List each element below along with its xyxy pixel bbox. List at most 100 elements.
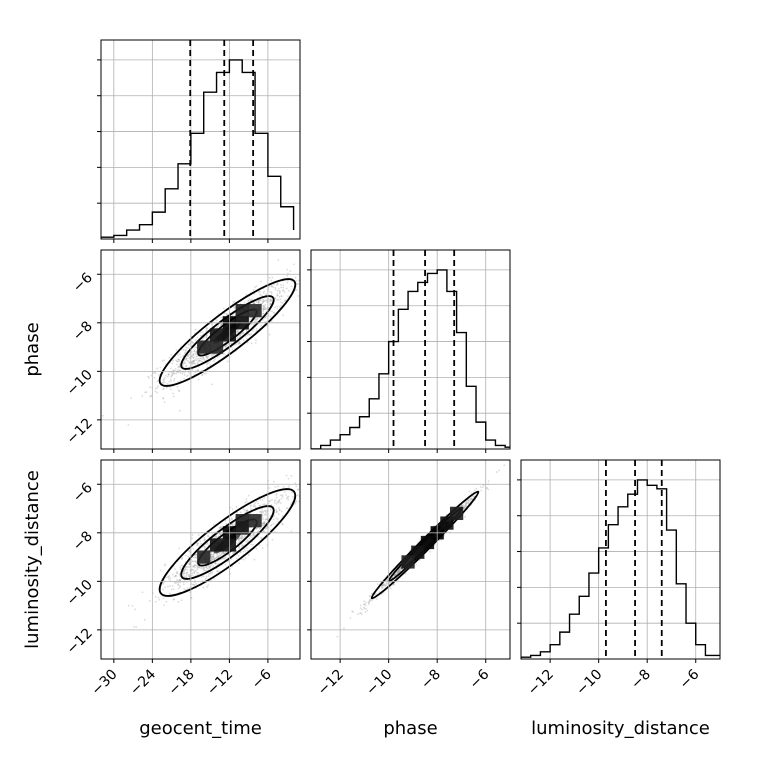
sample-point [212,565,215,568]
sample-point [210,572,213,575]
sample-point [179,372,182,374]
panel-frame [100,459,301,660]
sample-point [177,371,180,374]
sample-point [261,516,264,519]
sample-point [283,291,286,293]
sample-point [367,601,370,604]
sample-point [269,309,272,312]
sample-point [274,306,276,309]
sample-point [181,564,184,567]
y-tick-label: −8 [70,528,96,554]
sample-point [290,530,293,533]
sample-point [471,498,474,501]
sample-point [188,575,190,578]
sample-point [220,527,222,529]
sample-point [179,353,181,356]
y-tick-label: −6 [70,480,96,506]
sample-point [175,359,178,362]
sample-point [171,373,174,375]
sample-point [183,568,186,571]
sample-point [359,607,362,610]
sample-point [218,526,221,529]
sample-point [250,543,252,546]
sample-point [261,509,263,512]
sample-point [206,366,209,369]
sample-point [193,350,196,352]
sample-point [396,572,399,575]
sample-point [156,391,158,394]
sample-point [256,317,259,320]
scatter-geocent_time-phase [102,259,300,426]
sample-point [262,300,265,303]
sample-point [192,362,195,365]
sample-point [233,301,236,303]
sample-point [206,542,209,545]
sample-point [203,567,205,570]
sample-point [198,360,200,363]
sample-point [271,538,274,541]
sample-point [495,471,498,473]
sample-point [154,390,157,392]
sample-point [235,331,238,333]
sample-point [193,564,196,567]
sample-point [150,374,153,377]
sample-point [293,263,295,266]
y-tick-label: −10 [64,577,96,609]
sample-point [249,299,252,302]
sample-point [307,496,309,498]
sample-point [272,286,275,289]
sample-point [465,503,467,506]
sample-point [211,559,213,562]
sample-point [382,584,385,587]
sample-point [503,464,506,467]
sample-point [239,536,242,539]
sample-point [364,601,367,604]
sample-point [262,291,265,294]
sample-point [210,323,213,325]
sample-point [278,509,281,511]
sample-point [267,285,270,288]
sample-point [262,503,264,506]
sample-point [192,583,194,586]
sample-point [399,567,402,569]
sample-point [200,575,203,578]
sample-point [278,509,281,511]
sample-point [262,299,265,302]
sample-point [197,565,199,568]
sample-point [148,376,150,379]
sample-point [216,570,219,573]
sample-point [192,547,195,550]
sample-point [383,583,386,586]
sample-point [206,327,209,330]
sample-point [276,307,279,310]
sample-point [175,579,178,581]
sample-point [248,530,251,533]
sample-point [186,571,189,574]
sample-point [195,346,197,349]
sample-point [135,626,138,628]
sample-point [393,574,395,577]
sample-point [174,568,177,571]
sample-point [237,541,240,544]
sample-point [242,331,245,334]
sample-point [263,497,266,499]
sample-point [415,563,418,566]
sample-point [211,323,214,326]
sample-point [245,328,248,331]
sample-point [397,570,400,573]
sample-point [177,584,180,586]
sample-point [253,535,255,538]
sample-point [175,348,178,351]
sample-point [397,571,399,574]
sample-point [192,556,195,559]
sample-point [397,570,400,573]
sample-point [194,560,197,563]
sample-point [215,557,218,560]
sample-point [210,553,213,556]
sample-point [193,348,196,351]
sample-point [277,513,280,515]
sample-point [210,383,213,386]
sample-point [282,314,284,317]
sample-point [256,317,258,320]
x-tick-label: −6 [249,666,275,692]
